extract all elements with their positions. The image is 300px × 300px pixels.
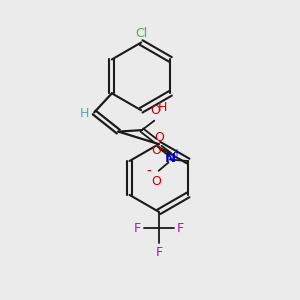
Text: O: O <box>152 175 161 188</box>
Text: O: O <box>150 104 160 117</box>
Text: O: O <box>152 144 161 157</box>
Text: F: F <box>134 221 141 235</box>
Text: +: + <box>172 148 180 158</box>
Text: H: H <box>80 107 89 120</box>
Text: -: - <box>146 165 151 179</box>
Text: N: N <box>164 152 175 166</box>
Text: F: F <box>177 221 184 235</box>
Text: H: H <box>158 101 167 114</box>
Text: F: F <box>155 246 162 259</box>
Text: O: O <box>154 131 164 144</box>
Text: Cl: Cl <box>135 27 147 40</box>
